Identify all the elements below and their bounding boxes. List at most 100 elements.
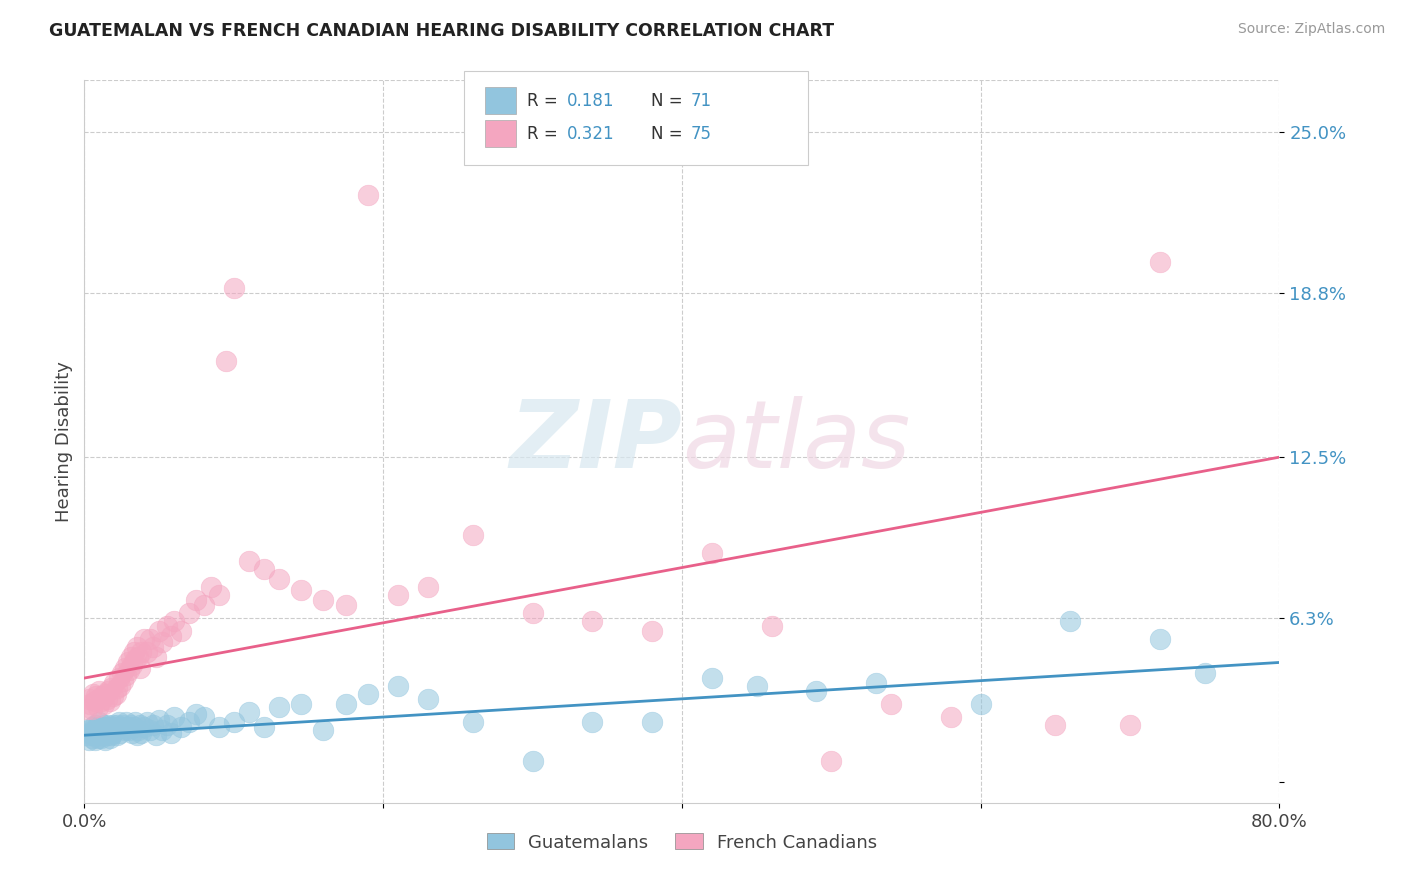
French Canadians bbox=[238, 554, 260, 568]
French Canadians bbox=[100, 681, 122, 696]
French Canadians bbox=[104, 687, 127, 701]
Guatemalans bbox=[98, 731, 121, 745]
French Canadians bbox=[267, 572, 290, 586]
Guatemalans bbox=[91, 728, 114, 742]
French Canadians bbox=[125, 640, 148, 654]
French Canadians bbox=[91, 690, 114, 704]
Guatemalans bbox=[125, 728, 148, 742]
French Canadians bbox=[170, 624, 193, 639]
French Canadians bbox=[416, 580, 439, 594]
Text: GUATEMALAN VS FRENCH CANADIAN HEARING DISABILITY CORRELATION CHART: GUATEMALAN VS FRENCH CANADIAN HEARING DI… bbox=[49, 22, 834, 40]
Guatemalans bbox=[82, 728, 104, 742]
Guatemalans bbox=[98, 723, 121, 737]
Guatemalans bbox=[193, 710, 215, 724]
Guatemalans bbox=[416, 691, 439, 706]
French Canadians bbox=[148, 624, 170, 639]
French Canadians bbox=[208, 588, 231, 602]
Guatemalans bbox=[115, 715, 138, 730]
French Canadians bbox=[160, 630, 183, 644]
French Canadians bbox=[142, 640, 165, 654]
Guatemalans bbox=[170, 721, 193, 735]
Guatemalans bbox=[1059, 614, 1081, 628]
Guatemalans bbox=[522, 754, 544, 768]
French Canadians bbox=[155, 619, 177, 633]
Guatemalans bbox=[118, 723, 141, 737]
French Canadians bbox=[86, 690, 108, 704]
French Canadians bbox=[89, 684, 111, 698]
French Canadians bbox=[101, 690, 124, 704]
French Canadians bbox=[357, 187, 380, 202]
Guatemalans bbox=[129, 725, 152, 739]
Guatemalans bbox=[83, 733, 105, 747]
French Canadians bbox=[98, 694, 121, 708]
Guatemalans bbox=[103, 723, 125, 737]
French Canadians bbox=[132, 632, 156, 646]
Y-axis label: Hearing Disability: Hearing Disability bbox=[55, 361, 73, 522]
French Canadians bbox=[641, 624, 664, 639]
Guatemalans bbox=[111, 721, 134, 735]
French Canadians bbox=[128, 660, 150, 674]
Guatemalans bbox=[132, 721, 156, 735]
Guatemalans bbox=[120, 718, 142, 732]
French Canadians bbox=[115, 668, 138, 682]
Text: N =: N = bbox=[651, 92, 688, 110]
Guatemalans bbox=[82, 723, 104, 737]
French Canadians bbox=[82, 687, 104, 701]
French Canadians bbox=[77, 691, 100, 706]
Guatemalans bbox=[745, 679, 768, 693]
French Canadians bbox=[215, 354, 238, 368]
French Canadians bbox=[761, 619, 783, 633]
Guatemalans bbox=[101, 718, 124, 732]
Guatemalans bbox=[150, 723, 173, 737]
Guatemalans bbox=[238, 705, 260, 719]
Guatemalans bbox=[101, 725, 124, 739]
French Canadians bbox=[312, 593, 335, 607]
Guatemalans bbox=[312, 723, 335, 737]
Guatemalans bbox=[290, 697, 312, 711]
French Canadians bbox=[79, 697, 101, 711]
French Canadians bbox=[335, 599, 357, 613]
French Canadians bbox=[700, 546, 723, 560]
Guatemalans bbox=[177, 715, 200, 730]
Text: N =: N = bbox=[651, 125, 688, 143]
Guatemalans bbox=[77, 733, 100, 747]
French Canadians bbox=[290, 582, 312, 597]
Guatemalans bbox=[357, 687, 380, 701]
Guatemalans bbox=[1149, 632, 1171, 646]
Guatemalans bbox=[1194, 665, 1216, 680]
French Canadians bbox=[90, 694, 112, 708]
Guatemalans bbox=[94, 723, 117, 737]
Guatemalans bbox=[806, 684, 828, 698]
French Canadians bbox=[105, 681, 128, 696]
Guatemalans bbox=[136, 715, 159, 730]
Guatemalans bbox=[865, 676, 887, 690]
Guatemalans bbox=[100, 721, 122, 735]
French Canadians bbox=[387, 588, 409, 602]
Guatemalans bbox=[105, 728, 128, 742]
Guatemalans bbox=[335, 697, 357, 711]
Guatemalans bbox=[163, 710, 186, 724]
Guatemalans bbox=[94, 733, 117, 747]
Guatemalans bbox=[127, 723, 149, 737]
French Canadians bbox=[80, 702, 103, 716]
French Canadians bbox=[93, 697, 115, 711]
French Canadians bbox=[111, 665, 134, 680]
Guatemalans bbox=[104, 721, 127, 735]
Guatemalans bbox=[79, 725, 101, 739]
Guatemalans bbox=[77, 723, 100, 737]
French Canadians bbox=[461, 528, 484, 542]
French Canadians bbox=[122, 645, 145, 659]
Guatemalans bbox=[121, 725, 143, 739]
Guatemalans bbox=[155, 718, 177, 732]
Guatemalans bbox=[112, 718, 135, 732]
French Canadians bbox=[139, 632, 162, 646]
Text: ZIP: ZIP bbox=[509, 395, 682, 488]
Guatemalans bbox=[91, 721, 114, 735]
Guatemalans bbox=[461, 715, 484, 730]
French Canadians bbox=[110, 679, 132, 693]
Guatemalans bbox=[114, 723, 136, 737]
Guatemalans bbox=[700, 671, 723, 685]
Guatemalans bbox=[80, 721, 103, 735]
French Canadians bbox=[103, 676, 125, 690]
French Canadians bbox=[94, 687, 117, 701]
